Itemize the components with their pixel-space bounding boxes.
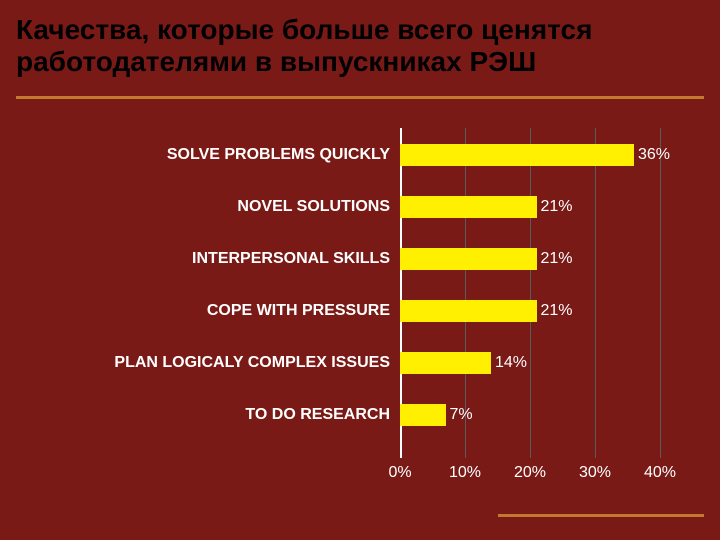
- chart-row: SOLVE PROBLEMS QUICKLY36%: [60, 136, 660, 174]
- chart-row: COPE WITH PRESSURE 21%: [60, 292, 660, 330]
- bar: [400, 248, 537, 270]
- chart-row: NOVEL SOLUTIONS 21%: [60, 188, 660, 226]
- x-tick-label: 30%: [579, 464, 611, 482]
- bar: [400, 144, 634, 166]
- category-label: COPE WITH PRESSURE: [60, 302, 390, 320]
- bar: [400, 404, 446, 426]
- value-label: 7%: [446, 404, 473, 426]
- category-label: PLAN LOGICALY COMPLEX ISSUES: [60, 354, 390, 372]
- bar: [400, 300, 537, 322]
- bottom-rule: [498, 514, 704, 517]
- value-label: 36%: [634, 144, 670, 166]
- x-tick-label: 20%: [514, 464, 546, 482]
- chart-row: INTERPERSONAL SKILLS 21%: [60, 240, 660, 278]
- x-tick-label: 0%: [388, 464, 411, 482]
- value-label: 21%: [537, 196, 573, 218]
- plot-area: 0%10%20%30%40%SOLVE PROBLEMS QUICKLY36%N…: [400, 128, 660, 458]
- category-label: INTERPERSONAL SKILLS: [60, 250, 390, 268]
- category-label: SOLVE PROBLEMS QUICKLY: [60, 146, 390, 164]
- value-label: 14%: [491, 352, 527, 374]
- slide: Качества, которые больше всего ценятся р…: [0, 0, 720, 540]
- chart-row: TO DO RESEARCH 7%: [60, 396, 660, 434]
- value-label: 21%: [537, 248, 573, 270]
- category-label: NOVEL SOLUTIONS: [60, 198, 390, 216]
- bar: [400, 352, 491, 374]
- slide-title: Качества, которые больше всего ценятся р…: [16, 14, 704, 78]
- value-label: 21%: [537, 300, 573, 322]
- category-label: TO DO RESEARCH: [60, 406, 390, 424]
- x-tick-label: 40%: [644, 464, 676, 482]
- title-underline: [16, 96, 704, 99]
- x-tick-label: 10%: [449, 464, 481, 482]
- chart-row: PLAN LOGICALY COMPLEX ISSUES 14%: [60, 344, 660, 382]
- grid-line: [660, 128, 661, 458]
- bar: [400, 196, 537, 218]
- bar-chart: 0%10%20%30%40%SOLVE PROBLEMS QUICKLY36%N…: [60, 128, 660, 488]
